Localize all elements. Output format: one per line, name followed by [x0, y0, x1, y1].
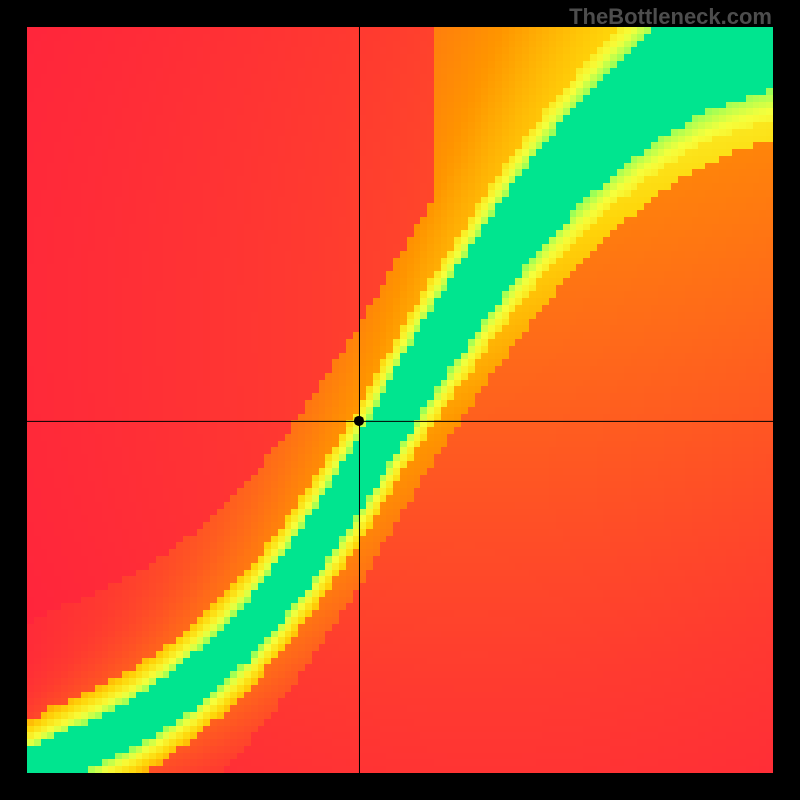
bottleneck-heatmap [0, 0, 800, 800]
chart-container: TheBottleneck.com [0, 0, 800, 800]
watermark-text: TheBottleneck.com [569, 4, 772, 30]
